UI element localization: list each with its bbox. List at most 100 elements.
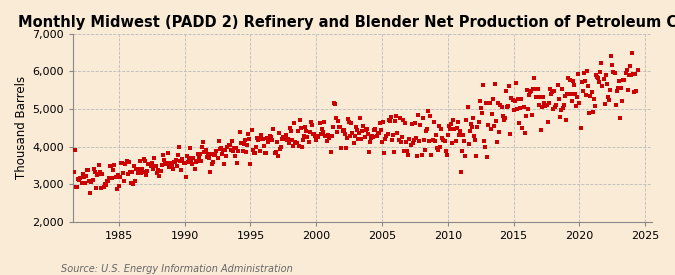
Point — [529, 76, 540, 80]
Point — [167, 167, 178, 172]
Title: Monthly Midwest (PADD 2) Refinery and Blender Net Production of Petroleum Coke: Monthly Midwest (PADD 2) Refinery and Bl… — [18, 15, 675, 30]
Point — [451, 125, 462, 130]
Point — [113, 184, 124, 188]
Point — [354, 131, 364, 135]
Point — [294, 144, 304, 148]
Point — [361, 126, 372, 131]
Point — [166, 164, 177, 168]
Point — [124, 160, 134, 164]
Point — [622, 88, 633, 92]
Point — [202, 152, 213, 156]
Point — [101, 179, 112, 183]
Point — [577, 88, 588, 93]
Point — [182, 160, 193, 164]
Point — [518, 105, 529, 110]
Point — [439, 139, 450, 143]
Point — [319, 120, 329, 124]
Point — [265, 133, 275, 138]
Point — [473, 120, 484, 125]
Point — [475, 99, 485, 103]
Point — [630, 72, 641, 76]
Point — [433, 124, 444, 128]
Point — [472, 125, 483, 129]
Point — [259, 150, 270, 155]
Point — [506, 96, 517, 100]
Point — [462, 105, 473, 109]
Point — [392, 130, 403, 135]
Point — [612, 86, 623, 91]
Point — [598, 77, 609, 81]
Point — [83, 168, 94, 172]
Text: Source: U.S. Energy Information Administration: Source: U.S. Energy Information Administ… — [61, 264, 292, 274]
Point — [96, 186, 107, 190]
Point — [221, 153, 232, 158]
Point — [242, 142, 252, 147]
Point — [118, 170, 129, 175]
Point — [482, 155, 493, 159]
Point — [486, 111, 497, 116]
Point — [238, 149, 248, 153]
Point — [256, 133, 267, 138]
Point — [560, 94, 570, 98]
Point — [279, 136, 290, 141]
Point — [484, 101, 495, 105]
Point — [310, 133, 321, 138]
Point — [516, 97, 526, 101]
Point — [210, 152, 221, 156]
Point — [247, 148, 258, 153]
Point — [235, 141, 246, 146]
Point — [515, 106, 526, 111]
Point — [128, 182, 138, 186]
Point — [117, 161, 128, 166]
Point — [142, 168, 153, 173]
Point — [106, 163, 117, 168]
Point — [348, 141, 359, 145]
Point — [340, 131, 350, 136]
Point — [305, 120, 316, 124]
Point — [554, 97, 564, 101]
Point — [171, 158, 182, 163]
Point — [375, 121, 385, 126]
Point — [631, 89, 642, 93]
Point — [495, 103, 506, 107]
Point — [355, 116, 366, 120]
Point — [273, 154, 284, 159]
Point — [271, 140, 282, 144]
Point — [286, 128, 296, 133]
Point — [562, 92, 573, 96]
Point — [527, 113, 538, 117]
Point — [145, 164, 156, 168]
Point — [215, 146, 226, 150]
Point — [431, 133, 441, 137]
Point — [401, 140, 412, 144]
Point — [591, 73, 601, 78]
Point — [252, 138, 263, 142]
Point — [424, 139, 435, 143]
Point — [591, 75, 602, 79]
Point — [370, 127, 381, 131]
Point — [440, 149, 451, 153]
Point — [141, 172, 152, 177]
Point — [236, 141, 247, 145]
Point — [197, 145, 208, 149]
Point — [501, 89, 512, 93]
Point — [350, 125, 361, 129]
Point — [163, 151, 173, 156]
Point — [261, 136, 272, 141]
Point — [284, 141, 294, 145]
Point — [543, 101, 554, 105]
Point — [608, 70, 619, 74]
Point — [273, 130, 284, 135]
Point — [280, 133, 291, 138]
Point — [626, 73, 637, 77]
Point — [292, 128, 303, 133]
Point — [240, 138, 250, 142]
Point — [296, 126, 306, 130]
Point — [396, 135, 407, 139]
Point — [92, 173, 103, 178]
Point — [241, 150, 252, 154]
Point — [357, 128, 368, 133]
Point — [103, 176, 114, 180]
Point — [585, 94, 596, 98]
Point — [313, 135, 324, 140]
